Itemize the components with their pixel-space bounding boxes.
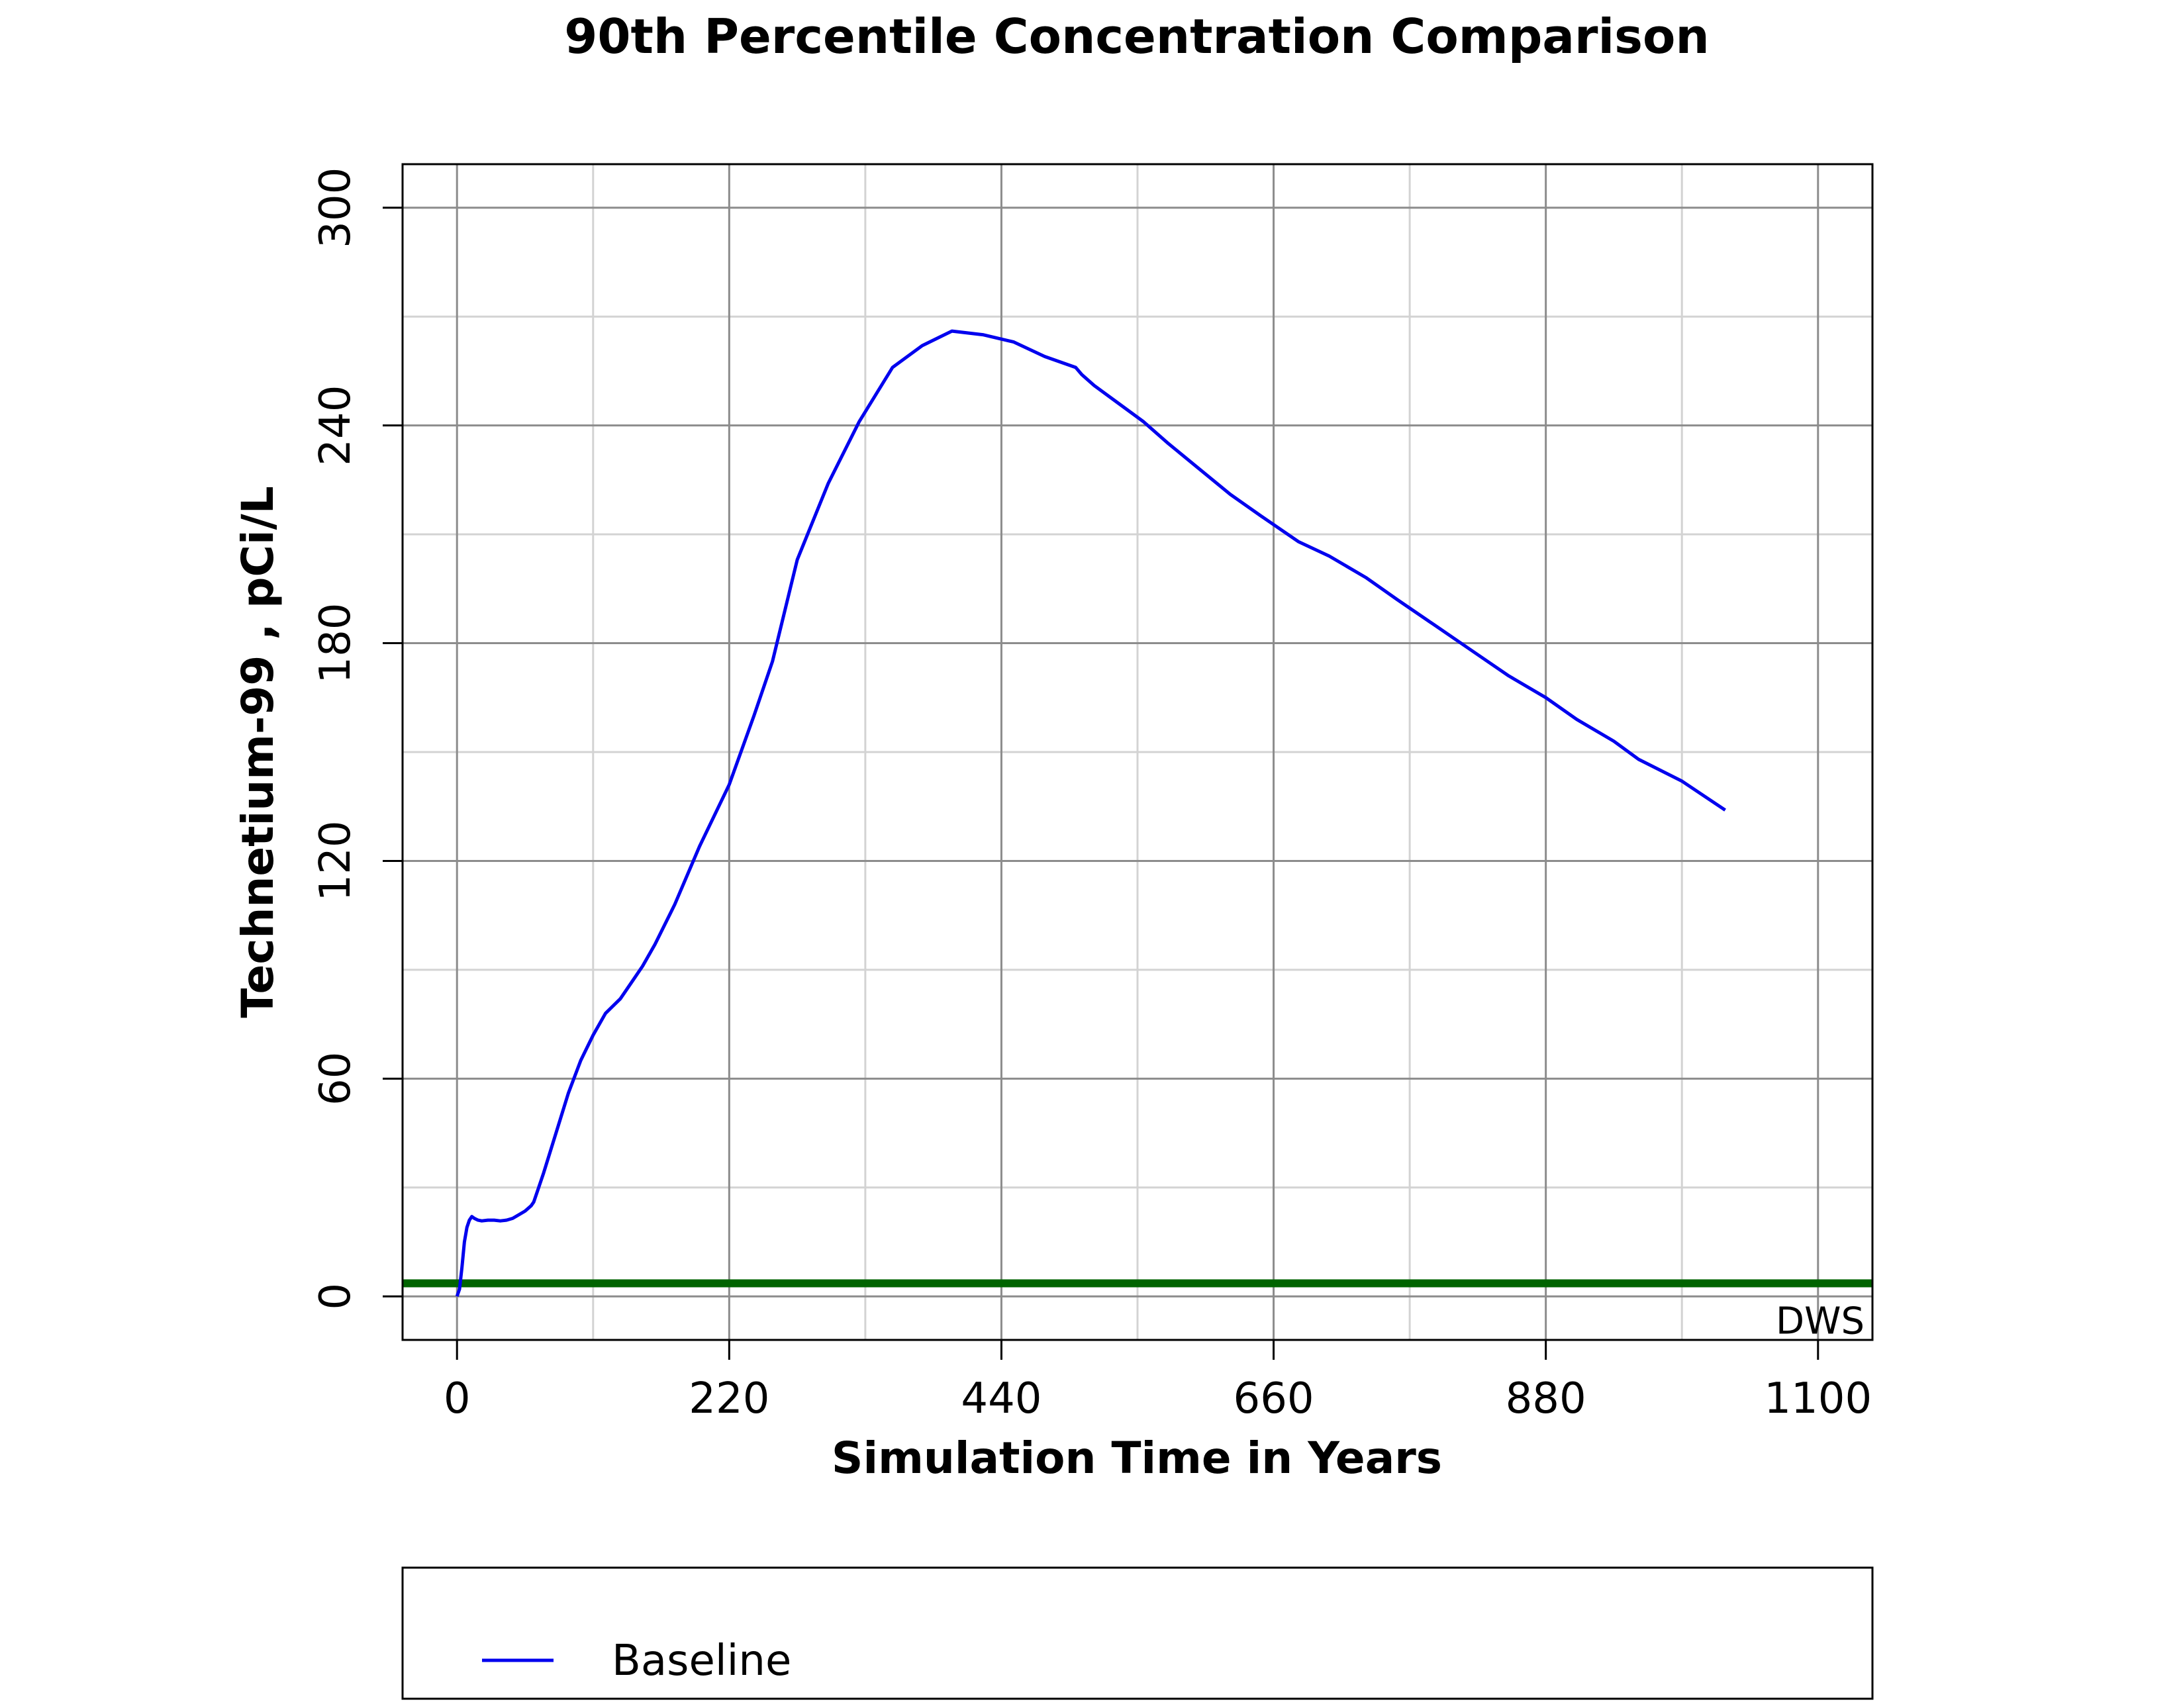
series-group xyxy=(455,329,1726,1298)
plot-frame xyxy=(401,163,1874,1341)
grid xyxy=(403,164,1872,1340)
chart-title: 90th Percentile Concentration Comparison xyxy=(564,9,1709,64)
x-tick-label: 220 xyxy=(689,1374,769,1423)
x-tick-label: 880 xyxy=(1506,1374,1586,1423)
y-tick-label: 0 xyxy=(311,1283,360,1310)
series-line-0 xyxy=(455,329,1726,1298)
x-tick-label: 660 xyxy=(1233,1374,1314,1423)
x-axis-label: Simulation Time in Years xyxy=(832,1433,1442,1484)
y-axis-label: Technetium-99 , pCi/L xyxy=(232,486,283,1018)
x-tick-label: 0 xyxy=(444,1374,471,1423)
y-tick-label: 120 xyxy=(311,820,360,901)
legend-label-baseline: Baseline xyxy=(612,1637,791,1685)
reference-line-label: DWS xyxy=(1776,1300,1865,1343)
x-axis: 0 220 440 660 880 1100 xyxy=(444,1340,1872,1423)
y-axis: 0 60 120 180 240 300 xyxy=(311,167,403,1310)
y-tick-label: 60 xyxy=(311,1052,360,1106)
y-tick-label: 240 xyxy=(311,385,360,466)
x-tick-label: 1100 xyxy=(1764,1374,1872,1423)
reference-line-group: DWS xyxy=(403,1279,1872,1343)
legend: Baseline xyxy=(401,1566,1874,1700)
x-tick-label: 440 xyxy=(961,1374,1042,1423)
y-tick-label: 180 xyxy=(311,602,360,683)
y-tick-label: 300 xyxy=(311,167,360,248)
legend-box xyxy=(401,1566,1874,1700)
